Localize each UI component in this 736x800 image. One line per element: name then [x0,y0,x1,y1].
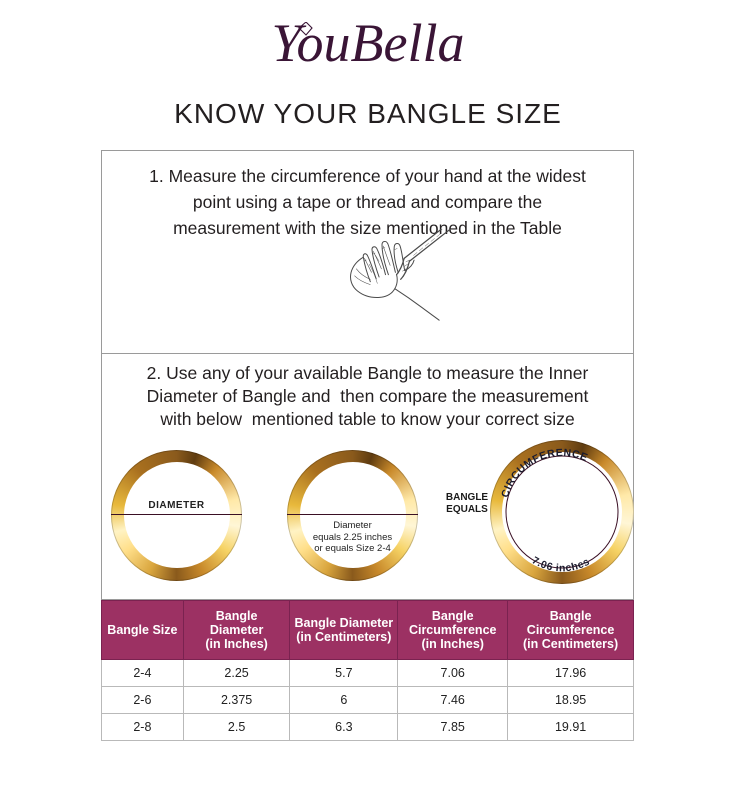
svg-text:EQUALS: EQUALS [446,504,488,515]
svg-text:7.06 inches: 7.06 inches [529,554,591,574]
svg-text:BANGLE: BANGLE [446,492,489,503]
svg-text:CIRCUMFERENCE: CIRCUMFERENCE [499,447,590,499]
